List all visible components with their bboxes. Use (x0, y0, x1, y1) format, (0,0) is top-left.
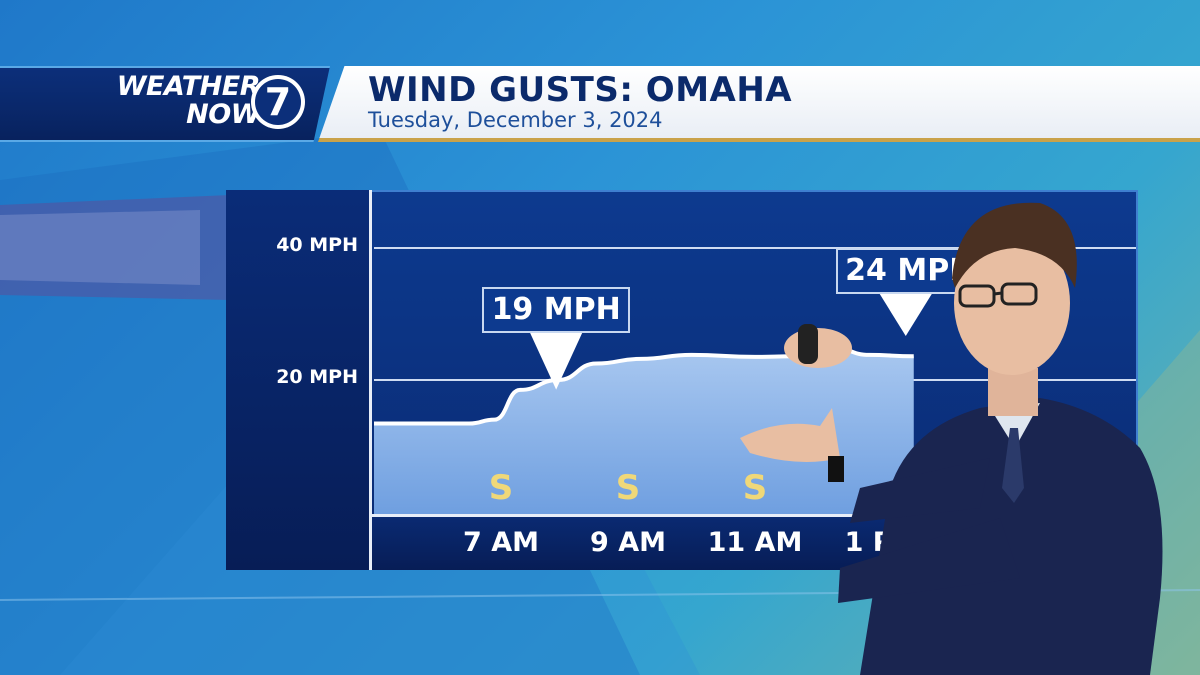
presenter-figure (740, 202, 1163, 675)
y-axis-panel (226, 190, 372, 570)
y-tick-label: 20 MPH (276, 366, 358, 388)
callout-pointer (530, 333, 583, 390)
x-tick-label: 9 AM (590, 527, 666, 558)
page-date: Tuesday, December 3, 2024 (368, 108, 663, 132)
gust-area (374, 347, 914, 514)
logo-line-weather: WEATHER (116, 71, 261, 102)
logo-line-now: NOW (186, 99, 260, 130)
wind-direction-label: S (488, 468, 514, 508)
wind-direction-label: S (742, 468, 768, 508)
callout-pointer (879, 294, 932, 336)
title-banner (318, 66, 1200, 142)
channel-7-logo-icon: 7 (251, 75, 305, 129)
station-logo-text: WEATHER NOW (100, 71, 261, 130)
page-title: WIND GUSTS: OMAHA (368, 70, 793, 110)
x-tick-label: 11 AM (707, 527, 803, 558)
logo-number: 7 (265, 80, 291, 124)
y-tick-label: 40 MPH (276, 234, 358, 256)
wind-direction-label: S (615, 468, 641, 508)
x-tick-label: 7 AM (463, 527, 539, 558)
value-callout: 24 MPH (835, 248, 984, 294)
value-callout: 19 MPH (482, 287, 631, 333)
